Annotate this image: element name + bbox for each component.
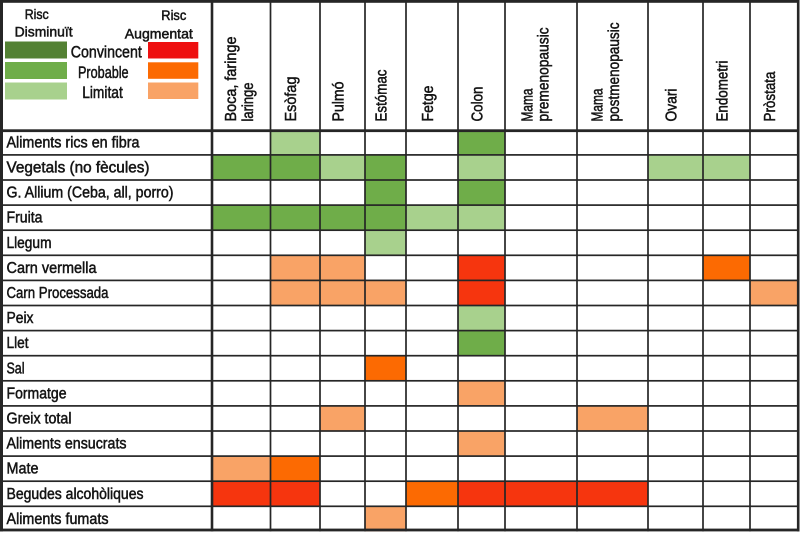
svg-text:Greix total: Greix total: [7, 411, 72, 428]
svg-text:Convincent: Convincent: [71, 44, 142, 62]
svg-text:Carn Processada: Carn Processada: [7, 285, 109, 302]
svg-text:Aliments rics en fibra: Aliments rics en fibra: [7, 134, 140, 151]
svg-text:Vegetals (no fècules): Vegetals (no fècules): [7, 160, 150, 177]
svg-text:Colon: Colon: [470, 87, 487, 122]
svg-text:Aliments ensucrats: Aliments ensucrats: [7, 436, 127, 453]
svg-text:Probable: Probable: [78, 64, 129, 82]
svg-text:Pròstata: Pròstata: [762, 71, 779, 121]
svg-text:Peix: Peix: [7, 310, 34, 327]
svg-text:Aliments fumats: Aliments fumats: [7, 511, 109, 528]
svg-text:Pulmó: Pulmó: [331, 82, 348, 122]
svg-text:Mate: Mate: [7, 461, 39, 478]
svg-text:Formatge: Formatge: [7, 385, 67, 402]
svg-text:Fruita: Fruita: [7, 210, 43, 227]
svg-text:Carn vermella: Carn vermella: [7, 260, 97, 277]
svg-text:Sal: Sal: [7, 360, 25, 377]
svg-text:laringe: laringe: [240, 83, 257, 122]
svg-text:Esòfag: Esòfag: [283, 77, 300, 122]
svg-text:Augmentat: Augmentat: [125, 26, 193, 42]
svg-text:Risc: Risc: [161, 7, 186, 23]
svg-text:Begudes alcohòliques: Begudes alcohòliques: [7, 486, 144, 503]
svg-text:Estómac: Estómac: [374, 69, 391, 121]
svg-text:premenopausic: premenopausic: [536, 27, 553, 121]
svg-text:Mama: Mama: [590, 88, 607, 121]
svg-text:Llegum: Llegum: [7, 235, 52, 252]
svg-text:postmenopausic: postmenopausic: [606, 22, 623, 121]
svg-text:Ovari: Ovari: [664, 89, 681, 122]
svg-text:Limitat: Limitat: [82, 84, 123, 102]
svg-text:Disminuït: Disminuït: [15, 24, 73, 40]
svg-text:Mama: Mama: [520, 88, 537, 121]
svg-text:Risc: Risc: [25, 6, 49, 22]
svg-text:Fetge: Fetge: [420, 86, 437, 122]
svg-text:Llet: Llet: [7, 335, 30, 352]
svg-text:Boca, faringe: Boca, faringe: [223, 37, 240, 122]
svg-text:G. Allium (Ceba, all, porro): G. Allium (Ceba, all, porro): [7, 185, 174, 202]
svg-text:Endometri: Endometri: [715, 61, 732, 122]
